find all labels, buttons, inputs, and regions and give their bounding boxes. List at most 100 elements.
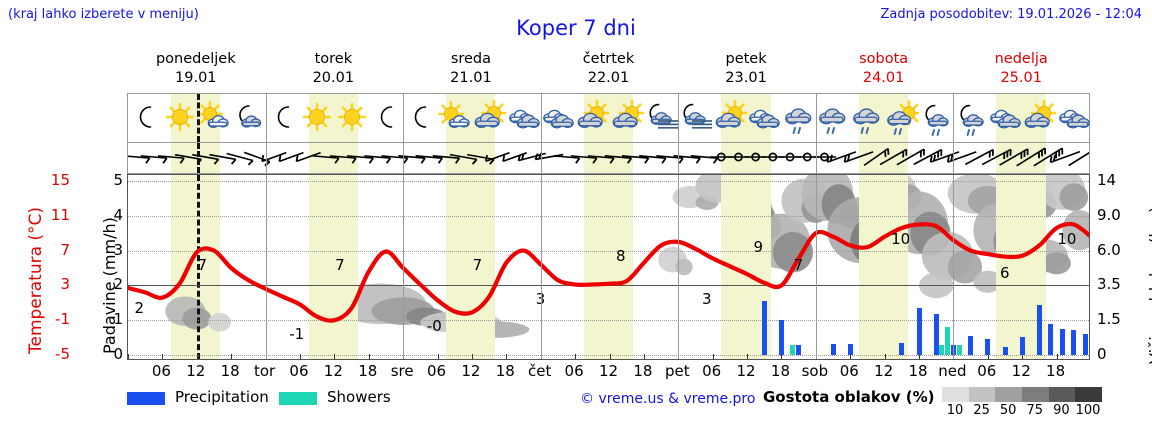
x-tick (1022, 354, 1024, 359)
gridline-h (128, 181, 1089, 183)
gridline-h (128, 215, 1089, 218)
day-header-1: ponedeljek 19.01 (127, 50, 265, 92)
forecast-plot: 2 7 -1 7 -0 7 3 8 3 9 7 10 6 10 (127, 174, 1090, 360)
time-tick-label: 12 (874, 362, 894, 380)
day-header-5: petek 23.01 (677, 50, 815, 92)
time-tick-label: čet (528, 362, 552, 380)
precipitation-tick-label: 5 (113, 171, 123, 189)
temperature-axis-title: Temperatura (°C) (2, 182, 46, 357)
x-tick (884, 354, 886, 359)
cloud-height-axis-title: Višina oblakov (km) (1124, 176, 1152, 366)
day-separator (678, 175, 680, 359)
daylight-stripe (308, 175, 358, 359)
day-date: 21.01 (450, 70, 492, 86)
x-tick (575, 354, 577, 359)
last-updated-label: Zadnja posodobitev: 19.01.2026 - 12:04 (880, 7, 1142, 22)
time-tick-label: 18 (908, 362, 928, 380)
day-name: sobota (859, 51, 909, 67)
day-separator (403, 143, 405, 173)
x-tick (299, 354, 301, 359)
sun-cloud-icon (472, 97, 507, 139)
sun-icon (163, 97, 197, 139)
precipitation-axis-title: Padavine (mm/h) (78, 182, 119, 357)
gridline-h (128, 250, 1089, 253)
x-tick (506, 354, 508, 359)
temperature-value-label: 10 (891, 229, 911, 248)
precipitation-bar (1059, 328, 1065, 355)
temperature-value-label: 3 (701, 290, 712, 309)
daylight-stripe (446, 175, 496, 359)
day-separator (265, 143, 267, 173)
sun-icon (335, 97, 369, 139)
temperature-value-label: 6 (1000, 264, 1010, 283)
temperature-value-label: -0 (426, 316, 442, 335)
precipitation-bar (1048, 323, 1054, 355)
x-tick (747, 354, 749, 359)
x-tick (334, 354, 336, 359)
time-tick-label: tor (253, 362, 276, 380)
daylight-stripe (858, 175, 909, 359)
daylight-stripe (721, 143, 771, 173)
sun-small-cloud-icon (437, 97, 472, 139)
cloud-height-tick-label: 14 (1097, 171, 1117, 189)
precipitation-bar (830, 343, 836, 355)
moon-icon (403, 97, 437, 139)
cloud-icon (507, 97, 541, 139)
cloud-rain-icon (850, 97, 884, 139)
day-date: 24.01 (862, 70, 905, 86)
day-separator (678, 143, 680, 173)
time-tick-label: 12 (323, 362, 343, 380)
time-tick-label: 06 (564, 362, 584, 380)
x-tick (437, 354, 439, 359)
moon-icon (266, 97, 300, 139)
precipitation-tick-label: 1 (113, 310, 123, 329)
time-tick-label: 06 (151, 362, 171, 380)
weather-icon-band (127, 93, 1090, 143)
time-tick-label: 18 (1046, 362, 1066, 380)
precipitation-swatch (127, 392, 165, 405)
day-header-4: četrtek 22.01 (540, 50, 678, 92)
time-tick-label: 06 (426, 362, 447, 380)
precipitation-bar (847, 343, 853, 355)
showers-swatch (279, 392, 317, 405)
sun-cloud-icon (610, 97, 644, 139)
precipitation-bar (1019, 336, 1025, 355)
day-name: petek (725, 51, 767, 67)
showers-bar (956, 344, 962, 355)
sun-cloud-rain-icon (885, 97, 919, 139)
day-separator (265, 175, 267, 359)
precipitation-bar (1071, 329, 1077, 355)
density-tick-label: 25 (973, 403, 990, 418)
day-separator (265, 94, 267, 142)
x-tick (712, 354, 714, 359)
x-tick (919, 354, 921, 359)
day-date: 25.01 (1000, 70, 1042, 86)
precipitation-bar (1036, 304, 1042, 355)
cloud-icon (747, 97, 781, 139)
precipitation-bar (985, 339, 991, 355)
density-swatch-90 (1048, 387, 1076, 402)
day-name: torek (314, 51, 353, 67)
time-tick-label: pet (664, 362, 690, 380)
time-tick-label: 06 (977, 362, 997, 380)
day-date: 23.01 (725, 70, 767, 86)
day-header-3: sreda 21.01 (402, 50, 540, 92)
time-tick-label: 18 (220, 362, 240, 380)
precipitation-bar (796, 345, 802, 355)
cloud-density-legend-label: Gostota oblakov (%) (763, 388, 935, 406)
sun-icon (300, 97, 334, 139)
copyright-label[interactable]: © vreme.us & vreme.pro (580, 391, 756, 407)
day-separator (815, 94, 817, 142)
time-tick-label: 12 (1011, 362, 1031, 380)
precipitation-legend-label: Precipitation (175, 388, 269, 406)
precipitation-bar (916, 308, 922, 355)
day-separator (540, 94, 542, 142)
sun-cloud-icon (1022, 97, 1057, 139)
day-separator (540, 175, 542, 359)
day-header-6: sobota 24.01 (815, 50, 953, 92)
cloud-height-tick-label: 6.0 (1097, 240, 1121, 259)
x-tick (850, 354, 852, 359)
density-swatch-100 (1075, 387, 1103, 402)
time-tick-label: 06 (289, 362, 309, 380)
day-header-2: torek 20.01 (265, 50, 403, 92)
